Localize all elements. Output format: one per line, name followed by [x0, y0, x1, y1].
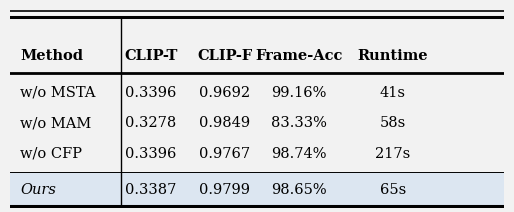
Text: CLIP-T: CLIP-T — [124, 49, 178, 63]
Text: 41s: 41s — [380, 86, 406, 100]
Text: 99.16%: 99.16% — [271, 86, 326, 100]
Text: w/o MAM: w/o MAM — [20, 116, 91, 130]
Text: 0.9692: 0.9692 — [199, 86, 250, 100]
Text: Ours: Ours — [20, 183, 56, 197]
Text: 0.9849: 0.9849 — [199, 116, 250, 130]
Text: 0.3387: 0.3387 — [125, 183, 177, 197]
Text: Frame-Acc: Frame-Acc — [255, 49, 343, 63]
Text: 58s: 58s — [379, 116, 406, 130]
Text: CLIP-F: CLIP-F — [197, 49, 252, 63]
Text: 0.3396: 0.3396 — [125, 147, 177, 161]
Text: 98.65%: 98.65% — [271, 183, 327, 197]
Text: Method: Method — [20, 49, 83, 63]
Text: 83.33%: 83.33% — [271, 116, 327, 130]
Text: 98.74%: 98.74% — [271, 147, 327, 161]
Text: w/o MSTA: w/o MSTA — [20, 86, 96, 100]
Text: 0.3396: 0.3396 — [125, 86, 177, 100]
Text: Runtime: Runtime — [357, 49, 428, 63]
Text: 0.9799: 0.9799 — [199, 183, 250, 197]
Bar — [10, 172, 504, 208]
Text: 0.9767: 0.9767 — [199, 147, 250, 161]
Text: 217s: 217s — [375, 147, 410, 161]
Text: 0.3278: 0.3278 — [125, 116, 176, 130]
Text: 65s: 65s — [379, 183, 406, 197]
Text: w/o CFP: w/o CFP — [20, 147, 82, 161]
